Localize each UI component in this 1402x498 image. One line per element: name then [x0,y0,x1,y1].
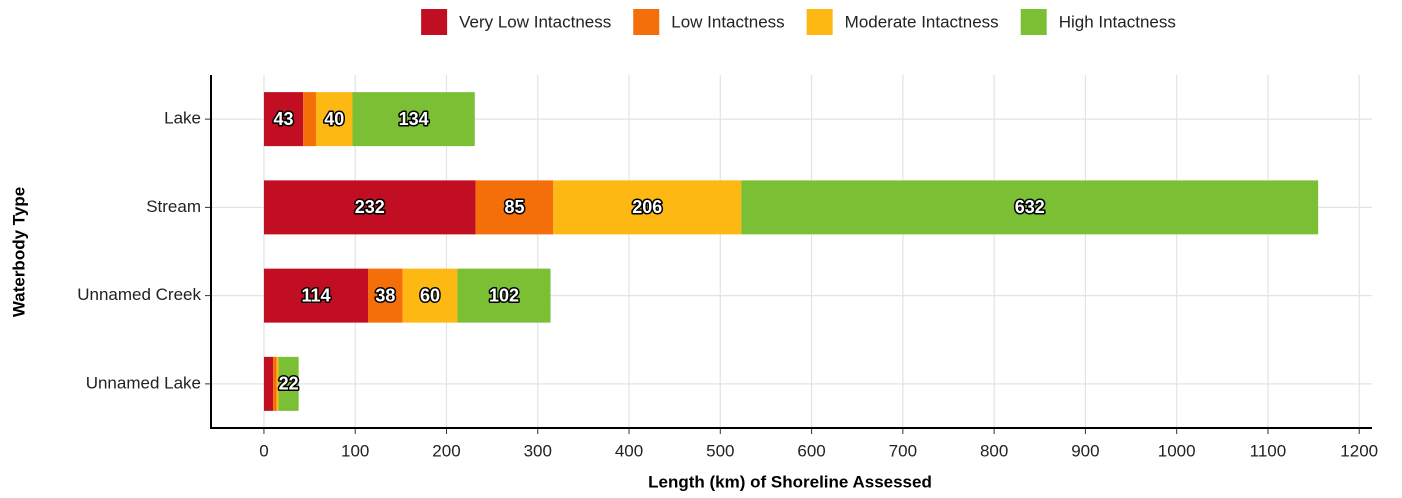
legend-swatch [633,9,660,35]
x-tick-label: 500 [706,441,734,460]
bar-segment [278,356,299,411]
bar-segment [475,180,554,235]
x-tick-label: 200 [432,441,460,460]
bar-segment [402,268,458,323]
bar-segment [263,180,476,235]
data-label: 114 [301,285,330,305]
legend-swatch [1020,9,1047,35]
x-tick-label: 100 [341,441,369,460]
bar-segment [303,92,316,147]
legend-swatch [421,9,448,35]
x-tick-label: 1100 [1250,441,1287,460]
y-tick-label: Unnamed Lake [86,373,201,392]
legend-label: Moderate Intactness [845,12,999,31]
x-axis-label: Length (km) of Shoreline Assessed [648,472,932,491]
legend-label: Low Intactness [671,12,784,31]
y-tick-label: Stream [146,197,201,216]
bar-segment [273,356,277,411]
bar-segment [367,268,403,323]
bar-segment [276,356,279,411]
bar-segment [553,180,742,235]
bar-segment [263,268,368,323]
data-label: 85 [504,197,524,217]
bar-segment [315,92,353,147]
y-tick-label: Lake [164,109,201,128]
bar-segment [263,92,304,147]
y-axis-label: Waterbody Type [9,187,28,317]
legend-swatch [806,9,833,35]
bar-segment [457,268,551,323]
x-tick-label: 1000 [1158,441,1196,460]
bar-segment [741,180,1319,235]
data-label: 134 [399,109,429,129]
bar-segment [352,92,475,147]
x-tick-label: 600 [797,441,825,460]
data-label: 22 [279,374,299,394]
x-tick-label: 1200 [1340,441,1378,460]
x-tick-label: 800 [980,441,1008,460]
data-label: 40 [324,109,344,129]
data-label: 102 [489,285,519,305]
legend-label: Very Low Intactness [459,12,611,31]
y-tick-label: Unnamed Creek [77,285,201,304]
x-tick-label: 400 [615,441,643,460]
legend-label: High Intactness [1059,12,1176,31]
x-tick-label: 700 [889,441,917,460]
data-label: 632 [1015,197,1045,217]
x-tick-label: 900 [1071,441,1099,460]
x-tick-label: 300 [524,441,552,460]
bar-segment [263,356,274,411]
data-label: 206 [632,197,662,217]
data-label: 232 [355,197,385,217]
data-label: 43 [274,109,294,129]
data-label: 38 [375,285,395,305]
x-tick-label: 0 [259,441,268,460]
data-label: 60 [420,285,440,305]
